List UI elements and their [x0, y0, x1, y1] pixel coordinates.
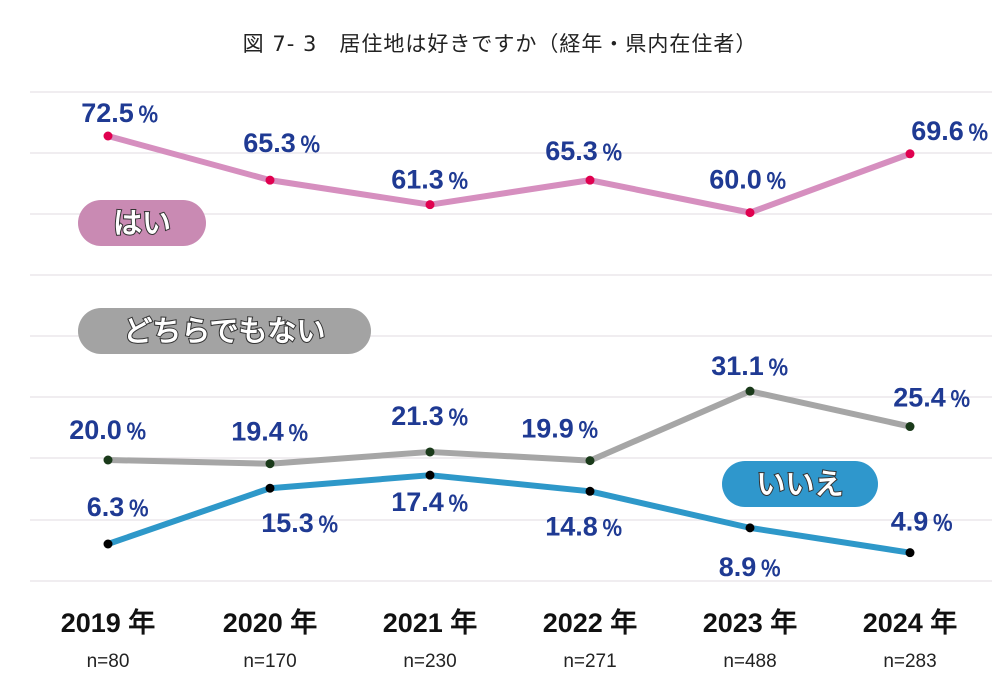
badge-hai: はい — [78, 200, 206, 246]
data-labels: 72.5 ％ 65.3 ％ 61.3 ％ 65.3 ％ 60.0 ％ 69.6 ％ 20.0 ％ 19.4 ％… — [69, 98, 989, 582]
data-label-dochira: 19.4 ％ — [231, 417, 309, 447]
data-point-iie — [265, 483, 275, 493]
x-tick-label: 2024 年 — [863, 607, 958, 638]
x-tick-label: 2023 年 — [703, 607, 798, 638]
data-label-iie: 4.9 ％ — [891, 507, 954, 537]
badge-background — [722, 461, 878, 507]
data-label-hai: 65.3 ％ — [545, 136, 623, 166]
data-label-iie: 15.3 ％ — [261, 508, 339, 538]
data-label-hai: 60.0 ％ — [709, 165, 787, 195]
data-point-hai — [745, 208, 755, 218]
data-point-dochira — [103, 455, 113, 465]
series-lines — [103, 131, 915, 558]
series-line-dochira — [105, 388, 913, 467]
data-label-iie: 8.9 ％ — [719, 552, 782, 582]
data-point-dochira — [425, 447, 435, 457]
sample-size-label: n=271 — [563, 651, 616, 672]
data-label-dochira: 21.3 ％ — [391, 401, 469, 431]
data-label-dochira: 20.0 ％ — [69, 415, 147, 445]
badge-iie: いいえ — [722, 461, 878, 507]
data-label-hai: 69.6 ％ — [911, 116, 989, 146]
sample-size-label: n=488 — [723, 651, 776, 672]
sample-size-label: n=283 — [883, 651, 936, 672]
data-point-iie — [745, 523, 755, 533]
data-point-hai — [265, 175, 275, 185]
x-axis-labels: 2019 年 2020 年 2021 年 2022 年 2023 年 2024 年 n=80… — [61, 607, 958, 672]
data-label-dochira: 25.4 ％ — [893, 383, 971, 413]
data-label-hai: 72.5 ％ — [81, 98, 159, 128]
x-tick-label: 2019 年 — [61, 607, 156, 638]
x-tick-label: 2020 年 — [223, 607, 318, 638]
data-label-hai: 65.3 ％ — [243, 128, 321, 158]
data-point-iie — [585, 486, 595, 496]
sample-size-label: n=170 — [243, 651, 296, 672]
series-line-hai — [105, 133, 913, 216]
data-point-dochira — [905, 422, 915, 432]
badge-background — [78, 200, 206, 246]
badge-label: はい — [113, 206, 171, 240]
data-point-hai — [585, 175, 595, 185]
data-point-hai — [103, 131, 113, 141]
data-label-hai: 61.3 ％ — [391, 165, 469, 195]
badge-label: どちらでもない — [123, 314, 325, 348]
sample-size-label: n=230 — [403, 651, 456, 672]
badge-background — [78, 308, 371, 354]
data-point-iie — [425, 470, 435, 480]
data-point-iie — [905, 548, 915, 558]
data-point-dochira — [585, 456, 595, 466]
x-tick-label: 2021 年 — [383, 607, 478, 638]
data-label-dochira: 31.1 ％ — [711, 351, 789, 381]
data-label-iie: 6.3 ％ — [87, 492, 150, 522]
data-label-iie: 14.8 ％ — [545, 511, 623, 541]
sample-size-label: n=80 — [87, 651, 130, 672]
data-label-dochira: 19.9 ％ — [521, 414, 599, 444]
data-point-dochira — [265, 459, 275, 469]
chart-title: 図 7- 3 居住地は好きですか（経年・県内在住者） — [242, 32, 758, 56]
data-label-iie: 17.4 ％ — [391, 487, 469, 517]
data-point-hai — [425, 200, 435, 210]
data-point-hai — [905, 149, 915, 159]
data-point-dochira — [745, 386, 755, 396]
series-line-iie — [105, 472, 913, 556]
data-point-iie — [103, 539, 113, 549]
badge-dochira: どちらでもない — [78, 308, 371, 354]
badge-label: いいえ — [756, 467, 843, 501]
x-tick-label: 2022 年 — [543, 607, 638, 638]
